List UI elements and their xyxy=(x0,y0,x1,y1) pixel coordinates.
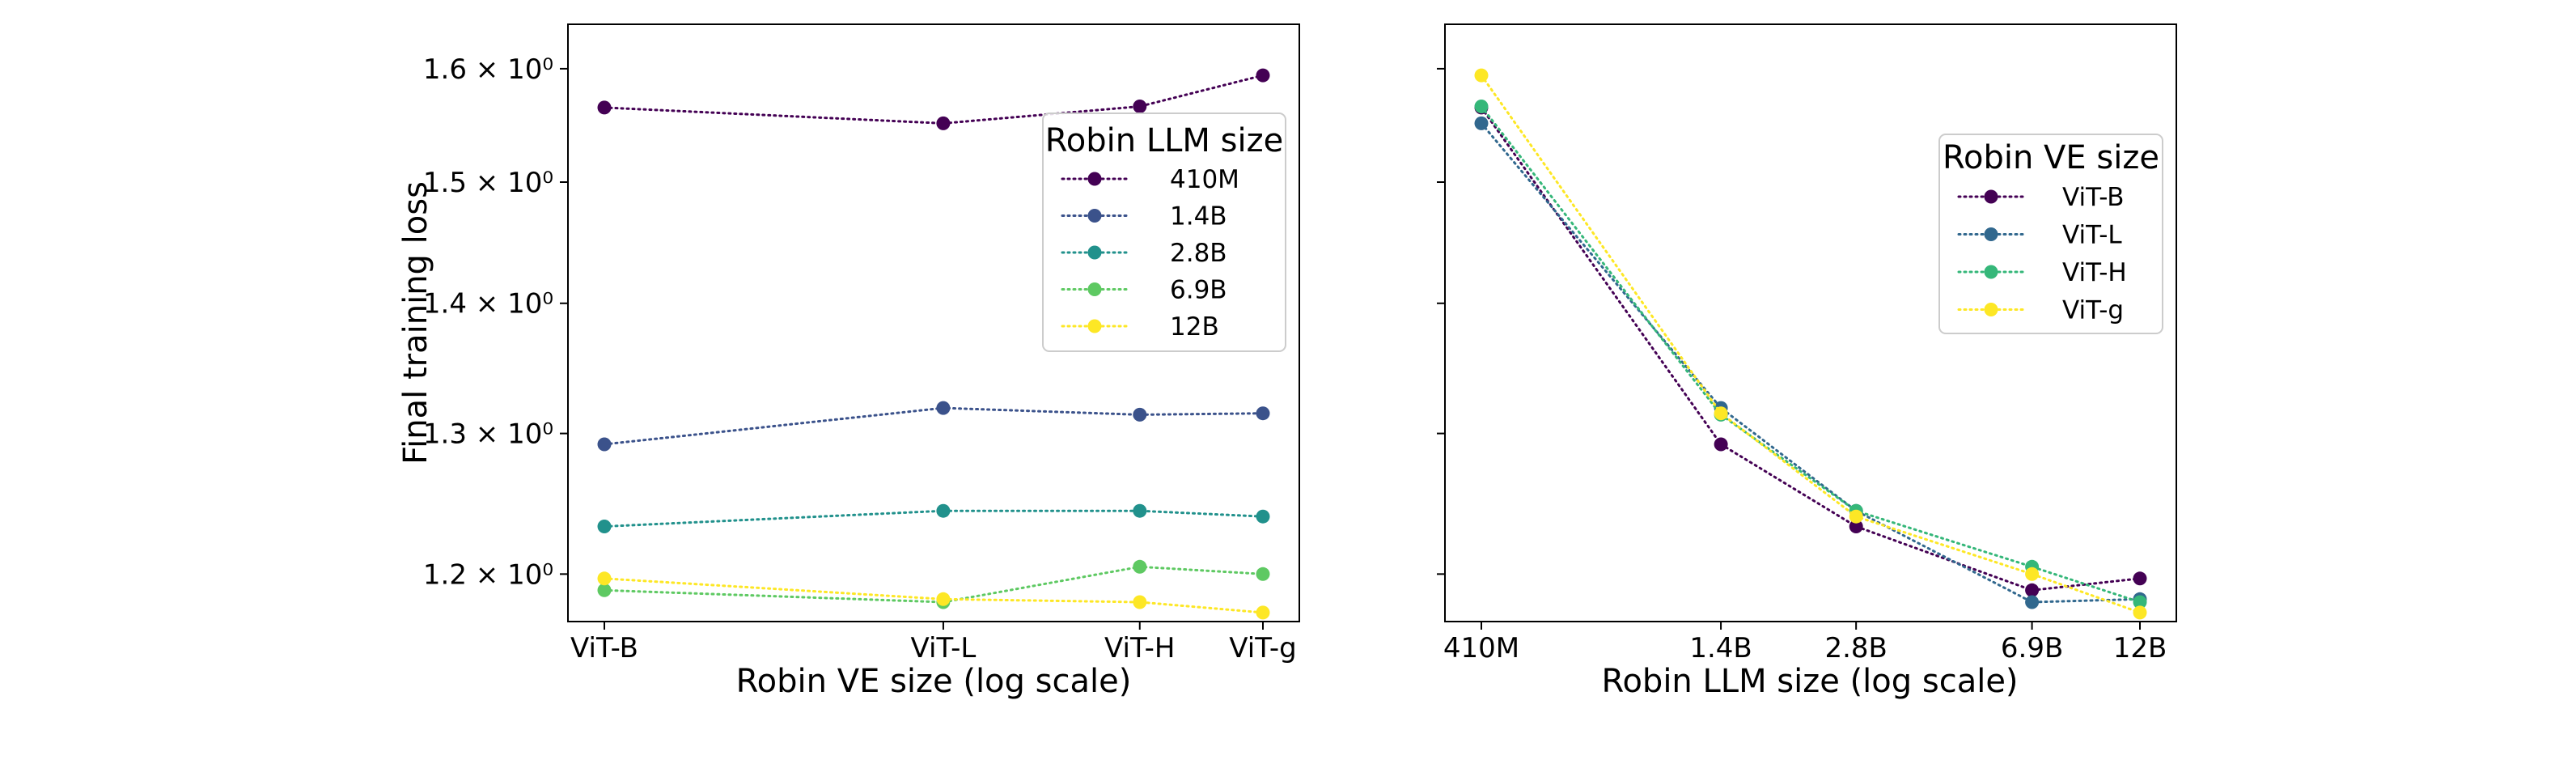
legend-marker-ViT-L xyxy=(1984,227,1998,241)
data-point-410M-ViT-g xyxy=(1256,68,1270,83)
data-point-ViT-g-6.9B xyxy=(2025,567,2040,581)
legend-title: Robin LLM size xyxy=(1045,122,1283,159)
data-point-6.9B-ViT-H xyxy=(1133,559,1147,574)
legend-label-ViT-H: ViT-H xyxy=(2062,258,2127,287)
data-point-410M-ViT-B xyxy=(597,100,612,115)
data-point-ViT-L-6.9B xyxy=(2025,595,2040,609)
x-axis-label-left: Robin VE size (log scale) xyxy=(736,663,1132,700)
legend-box xyxy=(1042,112,1286,352)
legend-label-1.4B: 1.4B xyxy=(1170,202,1227,231)
data-point-1.4B-ViT-L xyxy=(936,401,951,415)
data-point-410M-ViT-H xyxy=(1133,100,1147,113)
x-tick-label: ViT-H xyxy=(1104,632,1175,664)
x-tick-label: 2.8B xyxy=(1824,632,1887,664)
data-point-6.9B-ViT-B xyxy=(597,583,612,597)
y-axis-label: Final training loss xyxy=(397,181,434,465)
data-point-410M-ViT-L xyxy=(936,116,951,130)
x-ticks-left: ViT-B ViT-L ViT-H ViT-g xyxy=(570,622,1297,664)
x-tick-label: ViT-B xyxy=(570,632,638,664)
data-point-1.4B-ViT-B xyxy=(597,437,612,452)
series-line-1.4B xyxy=(603,406,1265,446)
legend-marker-6.9B xyxy=(1087,282,1102,296)
legend-marker-410M xyxy=(1087,172,1102,186)
legend-marker-1.4B xyxy=(1087,209,1102,223)
series-marks-left xyxy=(597,68,1270,620)
data-point-12B-ViT-g xyxy=(1256,605,1270,620)
data-point-ViT-g-12B xyxy=(2133,605,2147,620)
data-point-12B-ViT-B xyxy=(597,571,612,586)
x-axis-label-right: Robin LLM size (log scale) xyxy=(1601,663,2018,700)
data-point-ViT-g-1.4B xyxy=(1714,406,1728,421)
x-tick-label: 12B xyxy=(2113,632,2167,664)
legend-label-2.8B: 2.8B xyxy=(1170,239,1227,268)
legend-label-410M: 410M xyxy=(1170,165,1239,194)
data-point-ViT-g-410M xyxy=(1474,68,1489,83)
legend-ve-size: Robin VE size ViT-B ViT-L ViT-H ViT-g xyxy=(1938,134,2163,334)
x-tick-label: 410M xyxy=(1443,632,1519,664)
series-marks-right xyxy=(1474,68,2147,620)
series-line-2.8B xyxy=(603,509,1265,528)
legend-label-ViT-g: ViT-g xyxy=(2062,296,2124,325)
legend-label-ViT-L: ViT-L xyxy=(2062,221,2122,250)
series-line-410M xyxy=(603,74,1265,125)
legend-title: Robin VE size xyxy=(1943,139,2159,176)
data-point-ViT-B-2.8B xyxy=(1849,520,1863,533)
x-tick-label: ViT-L xyxy=(911,632,977,664)
data-point-12B-ViT-H xyxy=(1133,595,1147,609)
legend-marker-2.8B xyxy=(1087,245,1102,260)
y-tick-label: 1.6 × 10⁰ xyxy=(423,53,553,86)
legend-items: ViT-B ViT-L ViT-H ViT-g xyxy=(1957,183,2127,325)
data-point-ViT-g-2.8B xyxy=(1849,509,1863,524)
legend-marker-ViT-H xyxy=(1984,265,1998,279)
y-ticks-right xyxy=(1437,67,1445,575)
legend-items: 410M 1.4B 2.8B 6.9B 12B xyxy=(1061,165,1239,342)
x-ticks-right: 410M 1.4B 2.8B 6.9B 12B xyxy=(1443,622,2167,664)
data-point-2.8B-ViT-H xyxy=(1133,503,1147,518)
legend-marker-12B xyxy=(1087,319,1102,333)
legend-marker-ViT-g xyxy=(1984,303,1998,316)
y-tick-label: 1.3 × 10⁰ xyxy=(423,418,553,451)
legend-llm-size: Robin LLM size 410M 1.4B 2.8B 6.9B 12B xyxy=(1042,112,1286,352)
legend-label-6.9B: 6.9B xyxy=(1170,276,1227,305)
y-tick-label: 1.2 × 10⁰ xyxy=(423,558,553,591)
data-point-ViT-H-410M xyxy=(1474,100,1489,113)
data-point-1.4B-ViT-H xyxy=(1133,407,1147,422)
data-point-2.8B-ViT-g xyxy=(1256,509,1270,524)
llm-size-panel: 410M 1.4B 2.8B 6.9B 12B Robin LLM size (log … xyxy=(1437,23,2177,700)
data-point-6.9B-ViT-g xyxy=(1256,567,1270,581)
data-point-2.8B-ViT-L xyxy=(936,503,951,518)
data-point-ViT-L-410M xyxy=(1474,116,1489,130)
legend-label-ViT-B: ViT-B xyxy=(2062,183,2125,212)
data-point-1.4B-ViT-g xyxy=(1256,406,1270,421)
x-tick-label: ViT-g xyxy=(1229,632,1296,664)
x-tick-label: 6.9B xyxy=(2001,632,2063,664)
series-line-12B xyxy=(603,577,1265,614)
series-line-ViT-L xyxy=(1480,121,2142,604)
legend-marker-ViT-B xyxy=(1984,189,1998,204)
legend-label-12B: 12B xyxy=(1170,312,1219,342)
data-point-ViT-B-1.4B xyxy=(1714,437,1728,452)
x-tick-label: 1.4B xyxy=(1689,632,1752,664)
data-point-ViT-B-6.9B xyxy=(2025,583,2040,597)
legend-box xyxy=(1938,134,2163,334)
data-point-ViT-B-12B xyxy=(2133,571,2147,586)
plot-frame-right xyxy=(1444,23,2177,622)
y-ticks-left: 1.2 × 10⁰ 1.3 × 10⁰ 1.4 × 10⁰ 1.5 × 10⁰ 1.6 … xyxy=(423,53,568,591)
data-point-ViT-H-12B xyxy=(2133,595,2147,609)
y-tick-label: 1.4 × 10⁰ xyxy=(423,288,553,320)
y-tick-label: 1.5 × 10⁰ xyxy=(423,167,553,199)
data-point-12B-ViT-L xyxy=(936,592,951,606)
data-point-2.8B-ViT-B xyxy=(597,520,612,533)
series-line-6.9B xyxy=(603,565,1265,604)
plot-frame-left xyxy=(567,23,1300,622)
